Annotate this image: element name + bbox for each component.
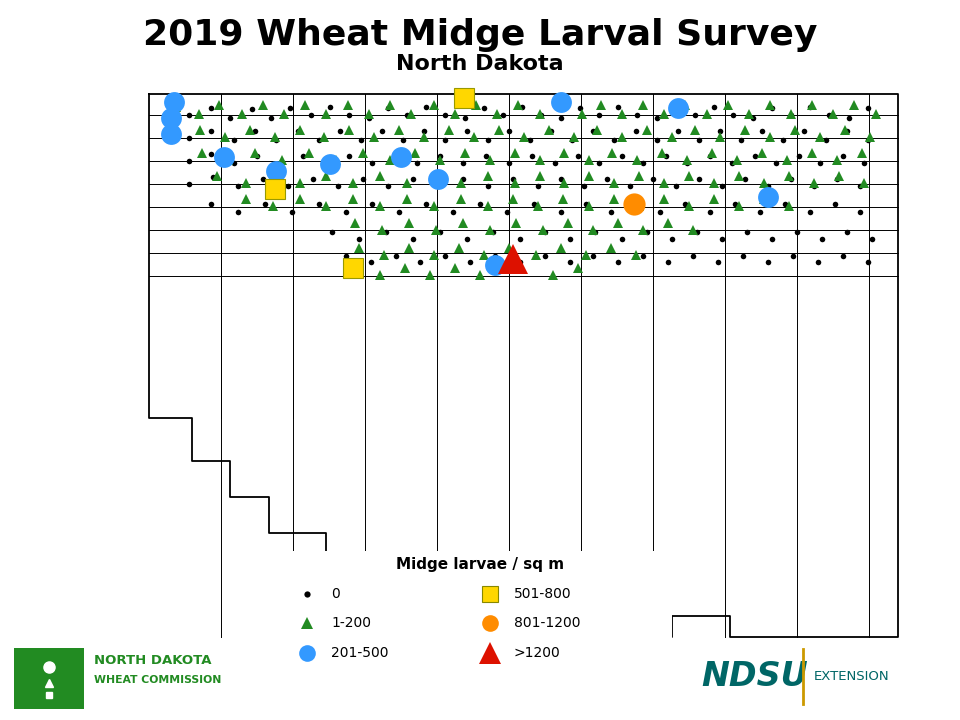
FancyBboxPatch shape	[14, 648, 84, 709]
FancyBboxPatch shape	[288, 551, 672, 688]
Text: 501-800: 501-800	[514, 587, 571, 601]
Text: >1200: >1200	[514, 646, 561, 660]
Text: North Dakota: North Dakota	[396, 54, 564, 74]
Polygon shape	[149, 94, 898, 637]
Text: NDSU: NDSU	[701, 660, 807, 693]
Text: 801-1200: 801-1200	[514, 616, 580, 630]
Text: Midge larvae / sq m: Midge larvae / sq m	[396, 557, 564, 572]
Text: NORTH DAKOTA: NORTH DAKOTA	[94, 654, 211, 667]
Text: 2019 Wheat Midge Larval Survey: 2019 Wheat Midge Larval Survey	[143, 18, 817, 52]
Text: 201-500: 201-500	[331, 646, 389, 660]
Text: WHEAT COMMISSION: WHEAT COMMISSION	[94, 675, 222, 685]
Text: 1-200: 1-200	[331, 616, 372, 630]
Text: EXTENSION: EXTENSION	[814, 670, 890, 683]
Text: 0: 0	[331, 587, 340, 601]
